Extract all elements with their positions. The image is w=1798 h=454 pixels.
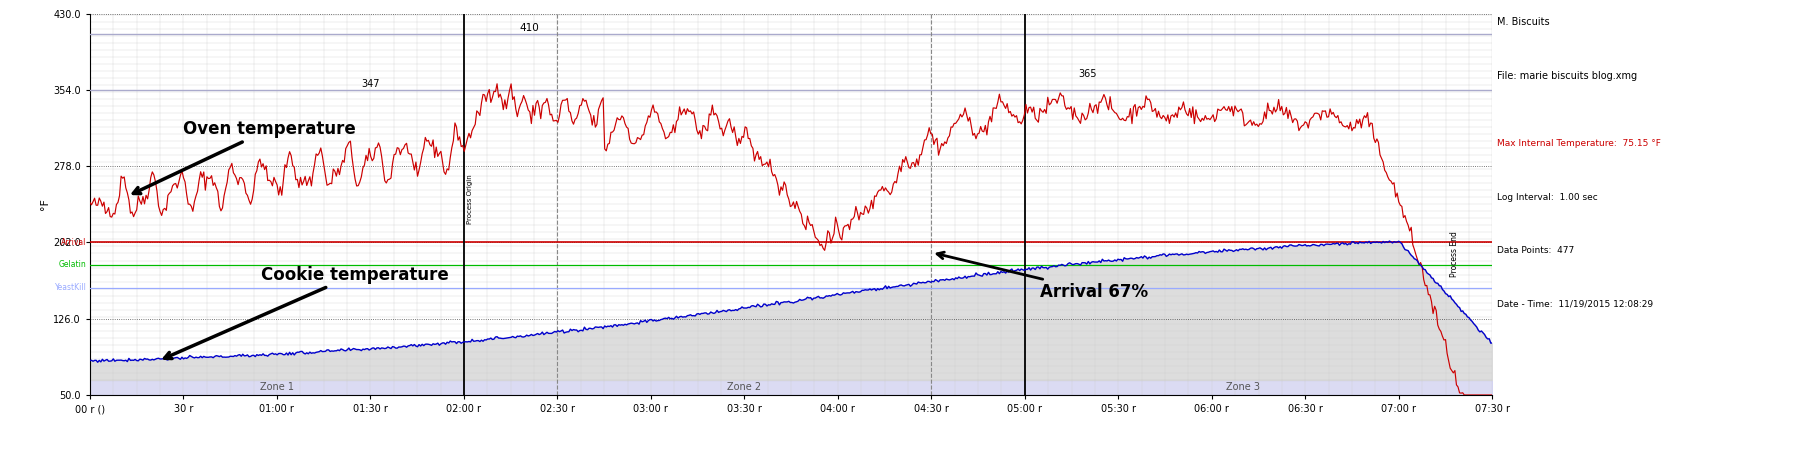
Text: Data Points:  477: Data Points: 477 (1496, 246, 1573, 255)
Text: Date - Time:  11/19/2015 12:08:29: Date - Time: 11/19/2015 12:08:29 (1496, 300, 1652, 309)
Text: Cookie temperature: Cookie temperature (165, 266, 450, 359)
Text: Process Origin: Process Origin (467, 175, 473, 224)
Text: Zone 2: Zone 2 (728, 382, 761, 392)
Text: Zone 1: Zone 1 (261, 382, 293, 392)
Y-axis label: °F: °F (40, 198, 50, 210)
Text: M. Biscuits: M. Biscuits (1496, 17, 1550, 27)
Text: Oven temperature: Oven temperature (133, 120, 356, 193)
Text: Arrival: Arrival (61, 238, 86, 247)
Text: 410: 410 (520, 23, 539, 33)
Text: Max Internal Temperature:  75.15 °F: Max Internal Temperature: 75.15 °F (1496, 139, 1660, 148)
Text: Gelatin: Gelatin (59, 260, 86, 269)
Text: File: marie biscuits blog.xmg: File: marie biscuits blog.xmg (1496, 71, 1636, 81)
Text: YeastKill: YeastKill (56, 283, 86, 292)
Text: Log Interval:  1.00 sec: Log Interval: 1.00 sec (1496, 193, 1597, 202)
Text: Zone 3: Zone 3 (1226, 382, 1260, 392)
Text: Arrival 67%: Arrival 67% (937, 252, 1149, 301)
Text: 347: 347 (361, 79, 379, 89)
Text: 365: 365 (1079, 69, 1097, 79)
Text: Process End: Process End (1451, 232, 1460, 277)
